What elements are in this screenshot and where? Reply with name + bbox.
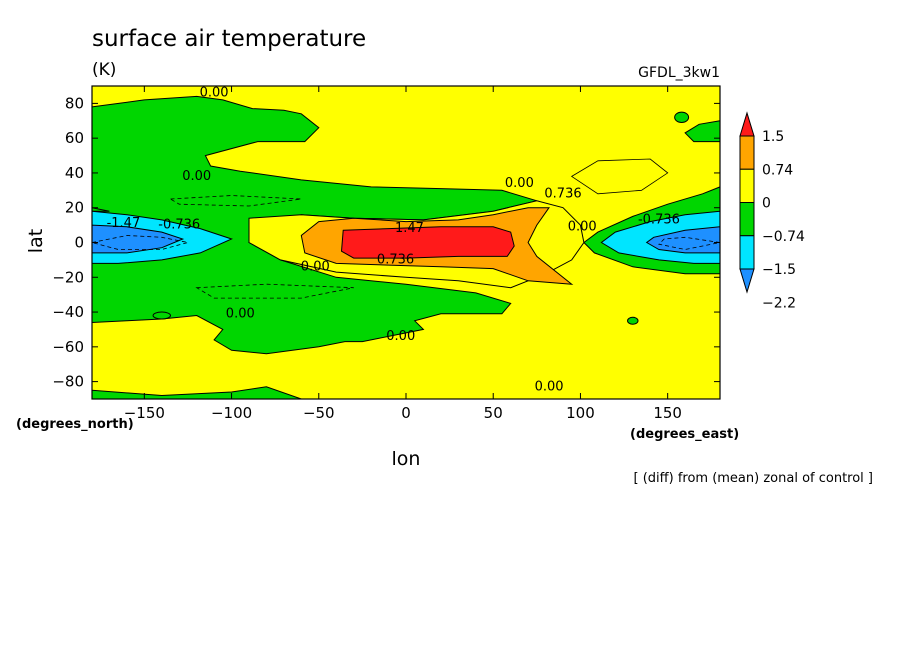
- colorbar-segment: [739, 111, 755, 137]
- y-tick-label: −20: [52, 268, 84, 286]
- contour-label: 0.736: [377, 252, 414, 267]
- contour-label: 0.00: [535, 379, 564, 394]
- red-region: [340, 226, 515, 259]
- y-tick-label: −40: [52, 303, 84, 321]
- y-axis-label: lat: [25, 229, 47, 253]
- y-tick-label: 20: [65, 199, 84, 217]
- x-tick-label: 100: [566, 404, 595, 422]
- contour-label: 0.00: [226, 306, 255, 321]
- y-tick-label: 60: [65, 129, 84, 147]
- contour-dashed-south: [195, 283, 354, 299]
- colorbar-label: −0.74: [762, 229, 805, 245]
- x-tick-label: −100: [211, 404, 252, 422]
- colorbar-segment: [739, 135, 755, 170]
- contour-labels: 0.00 0.00 0.00 0.736 -1.47 -0.736 1.47 0.00 -0.7…: [107, 85, 680, 394]
- y-tick-label: 40: [65, 164, 84, 182]
- y-tick-label: −60: [52, 338, 84, 356]
- y-tick-label: 0: [74, 234, 84, 252]
- x-tick-label: 150: [653, 404, 682, 422]
- field-fills: [92, 86, 720, 399]
- contour-label: 1.47: [395, 221, 424, 236]
- y-tick-label: −80: [52, 373, 84, 391]
- x-tick-label: 50: [484, 404, 503, 422]
- colorbar-label: 0: [762, 196, 771, 212]
- contour-label: 0.00: [200, 85, 229, 100]
- note-label: [ (diff) from (mean) zonal of control ]: [634, 471, 873, 486]
- x-tick-label: 0: [401, 404, 411, 422]
- colorbar-segment: [739, 202, 755, 237]
- contour-lines: [92, 158, 720, 299]
- plot-area: −150 −100 −50 0 50 100 150 80 60 40 20 0 −20 −40 −60 −8…: [52, 85, 721, 422]
- x-axis-sublabel: (degrees_east): [630, 427, 739, 442]
- chart-title: surface air temperature: [92, 26, 366, 52]
- contour-label: -0.736: [158, 218, 200, 233]
- contour-label: 0.00: [386, 329, 415, 344]
- colorbar-label: 0.74: [762, 162, 793, 178]
- colorbar-label: −1.5: [762, 262, 796, 278]
- contour-label: -0.736: [638, 212, 680, 227]
- blue-region-west: [92, 224, 185, 254]
- colorbar-label: −2.2: [762, 295, 796, 311]
- colorbar-segment: [739, 268, 755, 294]
- contour-thin-north-east: [570, 158, 669, 195]
- model-label: GFDL_3kw1: [638, 65, 720, 81]
- colorbar-segment: [739, 235, 755, 270]
- contour-label: 0.00: [301, 259, 330, 274]
- green-blob-arctic: [674, 111, 690, 124]
- colorbar-segment: [739, 168, 755, 203]
- contour-dashed-north: [169, 195, 302, 207]
- y-tick-label: 80: [65, 94, 84, 112]
- colorbar: 1.5 0.74 0 −0.74 −1.5 −2.2: [739, 111, 805, 311]
- contour-label: 0.00: [182, 169, 211, 184]
- contour-dashed-east-core: [658, 236, 720, 250]
- contour-label: 0.00: [568, 219, 597, 234]
- colorbar-label: 1.5: [762, 129, 784, 145]
- green-blob-south-west: [152, 311, 171, 320]
- y-axis-sublabel: (degrees_north): [16, 417, 134, 432]
- contour-label: 0.736: [544, 186, 581, 201]
- axes: −150 −100 −50 0 50 100 150 80 60 40 20 0 −20 −40 −60 −8…: [52, 86, 720, 422]
- units-label: (K): [92, 60, 116, 80]
- green-region-edge: [92, 190, 110, 212]
- contour-label: 0.00: [505, 176, 534, 191]
- x-axis-label: lon: [392, 448, 421, 470]
- x-tick-label: −50: [303, 404, 335, 422]
- green-region-arctic-east: [684, 120, 720, 143]
- x-tick-label: −150: [124, 404, 165, 422]
- green-blob-south-east: [627, 316, 639, 325]
- contour-label: -1.47: [107, 216, 141, 231]
